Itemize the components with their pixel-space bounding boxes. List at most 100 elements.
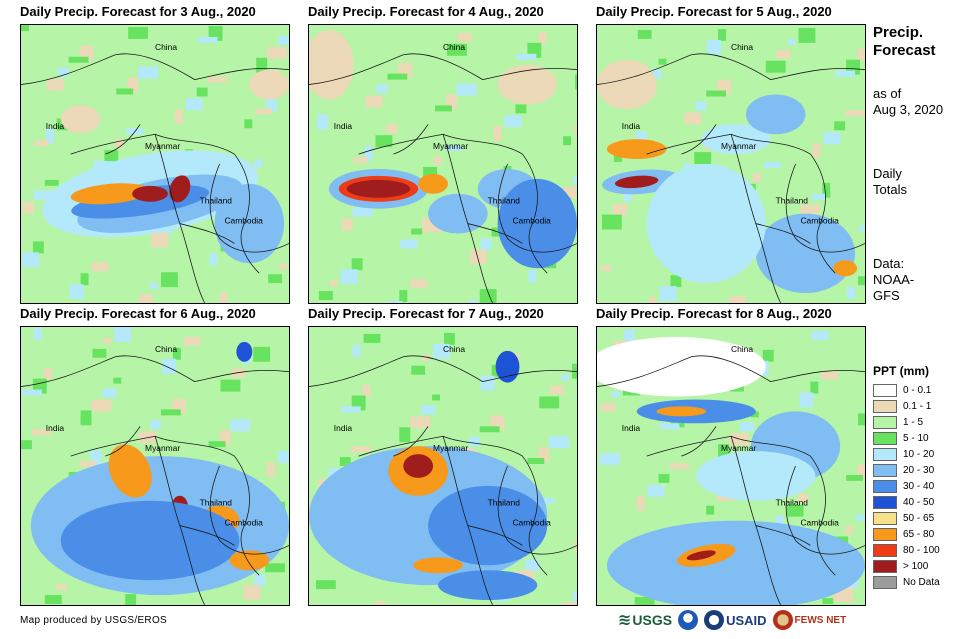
legend-swatch xyxy=(873,543,897,557)
panel-title: Daily Precip. Forecast for 8 Aug., 2020 xyxy=(596,306,832,321)
country-boundary xyxy=(179,223,235,244)
legend-label: 1 - 5 xyxy=(903,416,924,428)
legend-swatch xyxy=(873,527,897,541)
country-boundary xyxy=(755,525,811,546)
title-line: Precip. xyxy=(873,24,924,41)
country-boundary xyxy=(681,124,717,155)
country-boundary xyxy=(21,355,289,387)
country-boundary xyxy=(309,53,577,85)
precip-map: China India Myanmar Thailand Cambodia xyxy=(20,326,290,606)
fews-globe-icon xyxy=(772,610,793,630)
country-boundary xyxy=(681,426,717,457)
country-label-cambodia: Cambodia xyxy=(224,518,263,528)
country-boundary xyxy=(393,426,429,457)
legend-item: 40 - 50 xyxy=(873,494,963,510)
country-boundary xyxy=(442,435,548,576)
country-boundary xyxy=(442,133,548,274)
fews-logo-text: FEWS NET xyxy=(794,614,847,626)
as-of-value: Aug 3, 2020 xyxy=(873,102,944,117)
country-label-china: China xyxy=(155,344,177,354)
legend-item: > 100 xyxy=(873,558,963,574)
legend-label: 5 - 10 xyxy=(903,432,929,444)
panel-title: Daily Precip. Forecast for 6 Aug., 2020 xyxy=(20,306,256,321)
country-label-china: China xyxy=(443,42,465,52)
usaid-logo-text: USAID xyxy=(726,612,767,628)
country-label-india: India xyxy=(334,121,353,131)
country-label-india: India xyxy=(334,423,353,433)
legend-swatch xyxy=(873,575,897,589)
panel-title: Daily Precip. Forecast for 4 Aug., 2020 xyxy=(308,4,544,19)
precip-map: China India Myanmar Thailand Cambodia xyxy=(596,326,866,606)
country-boundary xyxy=(70,435,205,605)
legend-item: 0 - 0.1 xyxy=(873,382,963,398)
country-label-cambodia: Cambodia xyxy=(224,216,263,226)
country-boundary xyxy=(154,435,260,576)
precip-map: China India Myanmar Thailand Cambodia xyxy=(308,326,578,606)
country-boundary xyxy=(730,435,836,576)
country-boundary xyxy=(467,525,523,546)
country-boundary xyxy=(497,465,577,555)
forecast-panel-aug3: Daily Precip. Forecast for 3 Aug., 2020 … xyxy=(20,4,300,304)
country-label-china: China xyxy=(443,344,465,354)
legend-label: > 100 xyxy=(903,560,929,572)
country-boundary xyxy=(730,133,836,274)
fews-net-logo: FEWS NET xyxy=(772,610,847,630)
legend-swatch xyxy=(873,511,897,525)
country-boundary xyxy=(21,53,289,85)
country-label-india: India xyxy=(46,121,65,131)
forecast-panel-aug6: Daily Precip. Forecast for 6 Aug., 2020 … xyxy=(20,306,300,606)
country-label-india: India xyxy=(622,121,641,131)
legend-label: 40 - 50 xyxy=(903,496,935,508)
precip-map: China India Myanmar Thailand Cambodia xyxy=(308,24,578,304)
precip-field: China India Myanmar Thailand Cambodia xyxy=(21,25,289,303)
as-of-label: as of xyxy=(873,86,902,101)
precip-map: China India Myanmar Thailand Cambodia xyxy=(20,24,290,304)
country-label-myanmar: Myanmar xyxy=(433,443,468,453)
precip-map: China India Myanmar Thailand Cambodia xyxy=(596,24,866,304)
noaa-logo xyxy=(678,610,699,630)
legend-swatch xyxy=(873,559,897,573)
legend-swatch xyxy=(873,383,897,397)
note-line: Totals xyxy=(873,182,907,197)
country-label-myanmar: Myanmar xyxy=(721,141,756,151)
legend-item: 0.1 - 1 xyxy=(873,398,963,414)
country-label-myanmar: Myanmar xyxy=(145,443,180,453)
as-of-date: as of Aug 3, 2020 xyxy=(873,86,943,118)
legend-label: 20 - 30 xyxy=(903,464,935,476)
legend-label: 10 - 20 xyxy=(903,448,935,460)
precip-field: China India Myanmar Thailand Cambodia xyxy=(597,25,865,303)
country-boundary xyxy=(646,133,781,303)
legend-swatch xyxy=(873,447,897,461)
usgs-wave-icon: ≋ xyxy=(618,612,632,629)
country-boundary xyxy=(309,355,577,387)
panel-title: Daily Precip. Forecast for 3 Aug., 2020 xyxy=(20,4,256,19)
legend-swatch xyxy=(873,415,897,429)
title-line: Forecast xyxy=(873,42,936,59)
legend-label: 0 - 0.1 xyxy=(903,384,932,396)
legend-label: 30 - 40 xyxy=(903,480,935,492)
country-boundary xyxy=(70,133,205,303)
country-label-cambodia: Cambodia xyxy=(800,216,839,226)
legend-swatch xyxy=(873,463,897,477)
source-line: GFS xyxy=(873,288,900,303)
country-label-thailand: Thailand xyxy=(776,498,809,508)
legend-item: 30 - 40 xyxy=(873,478,963,494)
country-boundary xyxy=(393,124,429,155)
country-label-china: China xyxy=(731,42,753,52)
country-label-cambodia: Cambodia xyxy=(800,518,839,528)
country-label-cambodia: Cambodia xyxy=(512,216,551,226)
country-boundary xyxy=(209,163,289,253)
side-title: Precip. Forecast xyxy=(873,24,936,60)
country-boundary xyxy=(497,163,577,253)
country-boundary xyxy=(105,426,141,457)
country-label-thailand: Thailand xyxy=(488,498,521,508)
legend-item: No Data xyxy=(873,574,963,590)
map-credit: Map produced by USGS/EROS xyxy=(20,615,168,626)
legend-swatch xyxy=(873,431,897,445)
legend-label: 0.1 - 1 xyxy=(903,400,932,412)
country-label-thailand: Thailand xyxy=(200,196,233,206)
legend-title: PPT (mm) xyxy=(873,364,930,378)
usgs-logo: ≋ USGS xyxy=(618,610,672,630)
forecast-panel-aug7: Daily Precip. Forecast for 7 Aug., 2020 … xyxy=(308,306,588,606)
legend-item: 5 - 10 xyxy=(873,430,963,446)
